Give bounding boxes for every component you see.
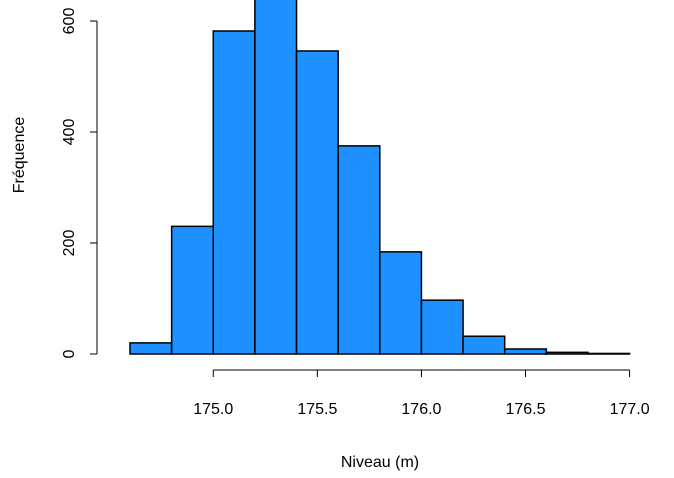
y-axis-label: Fréquence <box>11 117 28 194</box>
bar <box>462 335 506 355</box>
x-tick-label: 175.0 <box>193 401 233 418</box>
y-tick-label: 400 <box>61 119 78 146</box>
bar <box>254 0 298 355</box>
bar <box>545 351 589 355</box>
y-tick-label: 200 <box>61 230 78 257</box>
bar <box>212 30 256 355</box>
x-tick-label: 177.0 <box>610 401 650 418</box>
x-tick-label: 175.5 <box>297 401 337 418</box>
y-tick-label: 600 <box>61 8 78 35</box>
bar <box>379 251 423 355</box>
x-tick-label: 176.5 <box>505 401 545 418</box>
bar <box>503 348 548 355</box>
bar <box>420 299 464 355</box>
bar <box>129 342 173 355</box>
bar <box>587 352 631 355</box>
bar <box>337 145 381 355</box>
bar <box>295 50 339 355</box>
bar <box>170 225 215 355</box>
x-axis-label: Niveau (m) <box>341 454 419 471</box>
x-tick-label: 176.0 <box>401 401 441 418</box>
y-tick-label: 0 <box>61 349 78 358</box>
